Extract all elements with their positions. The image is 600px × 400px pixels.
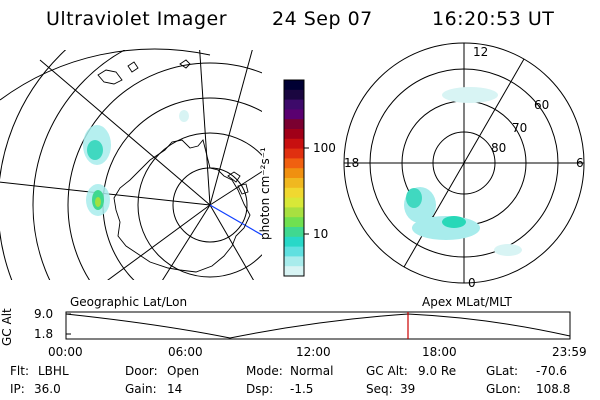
colorbar-segment	[284, 187, 304, 199]
altitude-plot-frame	[65, 311, 571, 340]
colorbar-segment	[284, 109, 304, 120]
seq-value: 39	[400, 382, 416, 396]
door-label: Door:	[125, 364, 158, 378]
glon-value: 108.8	[536, 382, 571, 396]
altitude-ytick-1-8: 1.8	[34, 327, 54, 341]
mlt-label-0: 0	[468, 276, 476, 290]
colorbar-segment	[284, 256, 304, 267]
time-label: 16:20:53 UT	[432, 8, 555, 30]
altitude-curve	[65, 313, 571, 339]
altitude-xtick-1200: 12:00	[296, 345, 331, 359]
mode-value: Normal	[290, 364, 334, 378]
altitude-xtick-2359: 23:59	[552, 345, 587, 359]
geographic-map	[0, 50, 262, 280]
altitude-xtick-0600: 06:00	[168, 345, 203, 359]
altitude-xtick-0000: 00:00	[48, 345, 83, 359]
altitude-xtick-1800: 18:00	[422, 345, 457, 359]
colorbar-tick-label-100: 100	[313, 141, 336, 155]
colorbar-segment	[284, 197, 304, 208]
apex-caption: Apex MLat/MLT	[422, 295, 512, 309]
colorbar-segment	[284, 227, 304, 238]
date-label: 24 Sep 07	[272, 8, 373, 30]
mlat-label-80: 80	[491, 141, 507, 155]
mlt-label-6: 6	[576, 156, 584, 170]
aurora-emission-right	[404, 87, 522, 256]
colorbar-tick-label-10: 10	[313, 227, 329, 241]
colorbar-segment	[284, 217, 304, 228]
mlt-label-18: 18	[344, 156, 360, 170]
glat-value: -70.6	[536, 364, 568, 378]
geographic-caption: Geographic Lat/Lon	[70, 295, 188, 309]
colorbar-segment	[284, 148, 304, 159]
colorbar-label: photon cm⁻²s⁻¹	[258, 147, 272, 240]
ip-value: 36.0	[34, 382, 61, 396]
filter-label: Flt:	[10, 364, 29, 378]
colorbar-segment	[284, 129, 304, 140]
mode-label: Mode:	[246, 364, 283, 378]
dsp-label: Dsp:	[246, 382, 274, 396]
map-boundary-arc	[0, 48, 211, 101]
seq-label: Seq:	[366, 382, 393, 396]
colorbar-segment	[284, 246, 304, 257]
altitude-ylabel: GC Alt	[0, 308, 14, 346]
colorbar-segment	[284, 168, 304, 179]
glon-label: GLon:	[486, 382, 521, 396]
gain-value: 14	[167, 382, 183, 396]
mlat-label-70: 70	[512, 121, 528, 135]
colorbar-segment	[284, 266, 304, 277]
mlat-label-60: 60	[534, 98, 550, 112]
polar-plot	[343, 42, 585, 284]
altitude-ytick-9: 9.0	[34, 307, 54, 321]
ip-label: IP:	[10, 382, 25, 396]
glat-label: GLat:	[486, 364, 519, 378]
colorbar	[284, 80, 304, 277]
filter-value: LBHL	[38, 364, 69, 378]
instrument-title: Ultraviolet Imager	[46, 8, 228, 30]
colorbar-segment	[284, 99, 304, 110]
mlt-label-12: 12	[473, 45, 489, 59]
gcalt-label: GC Alt:	[366, 364, 408, 378]
gain-label: Gain:	[125, 382, 157, 396]
colorbar-segment	[284, 207, 304, 218]
door-value: Open	[167, 364, 200, 378]
colorbar-segment	[284, 158, 304, 169]
colorbar-segment	[284, 236, 304, 248]
colorbar-frame	[283, 79, 305, 277]
gcalt-value: 9.0 Re	[418, 364, 457, 378]
dsp-value: -1.5	[290, 382, 314, 396]
colorbar-segment	[284, 89, 304, 101]
colorbar-segment	[284, 138, 304, 150]
colorbar-segment	[284, 178, 304, 189]
coastline	[97, 59, 251, 273]
colorbar-segment	[284, 80, 304, 91]
aurora-emission-left	[83, 110, 189, 216]
colorbar-segment	[284, 119, 304, 130]
